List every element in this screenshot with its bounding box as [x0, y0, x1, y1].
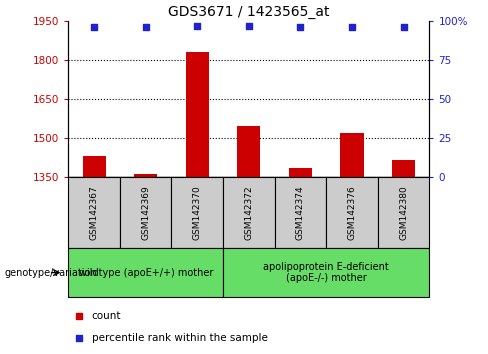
FancyBboxPatch shape	[378, 177, 429, 248]
Text: percentile rank within the sample: percentile rank within the sample	[92, 333, 267, 343]
Bar	[341, 133, 364, 177]
Text: count: count	[92, 311, 122, 321]
Text: genotype/variation: genotype/variation	[5, 268, 98, 278]
Text: wildtype (apoE+/+) mother: wildtype (apoE+/+) mother	[79, 268, 213, 278]
Point	[245, 23, 253, 29]
Text: apolipoprotein E-deficient
(apoE-/-) mother: apolipoprotein E-deficient (apoE-/-) mot…	[264, 262, 389, 284]
Point	[142, 25, 150, 30]
FancyBboxPatch shape	[223, 248, 429, 297]
FancyBboxPatch shape	[68, 177, 120, 248]
Bar	[82, 156, 106, 177]
Text: GSM142367: GSM142367	[90, 185, 99, 240]
Bar	[186, 52, 209, 177]
FancyBboxPatch shape	[68, 248, 223, 297]
Bar	[392, 160, 415, 177]
Point	[75, 335, 83, 341]
Point	[90, 25, 98, 30]
Point	[400, 25, 407, 30]
Point	[193, 23, 201, 29]
Bar	[237, 126, 261, 177]
Title: GDS3671 / 1423565_at: GDS3671 / 1423565_at	[168, 5, 329, 19]
Text: GSM142369: GSM142369	[141, 185, 150, 240]
Bar	[134, 173, 157, 177]
FancyBboxPatch shape	[223, 177, 275, 248]
Text: GSM142380: GSM142380	[399, 185, 408, 240]
Point	[75, 313, 83, 319]
Text: GSM142372: GSM142372	[244, 185, 253, 240]
Text: GSM142370: GSM142370	[193, 185, 202, 240]
FancyBboxPatch shape	[120, 177, 171, 248]
Point	[348, 25, 356, 30]
FancyBboxPatch shape	[326, 177, 378, 248]
Text: GSM142374: GSM142374	[296, 185, 305, 240]
FancyBboxPatch shape	[275, 177, 326, 248]
Point	[297, 25, 305, 30]
FancyBboxPatch shape	[171, 177, 223, 248]
Text: GSM142376: GSM142376	[347, 185, 357, 240]
Bar	[289, 168, 312, 177]
